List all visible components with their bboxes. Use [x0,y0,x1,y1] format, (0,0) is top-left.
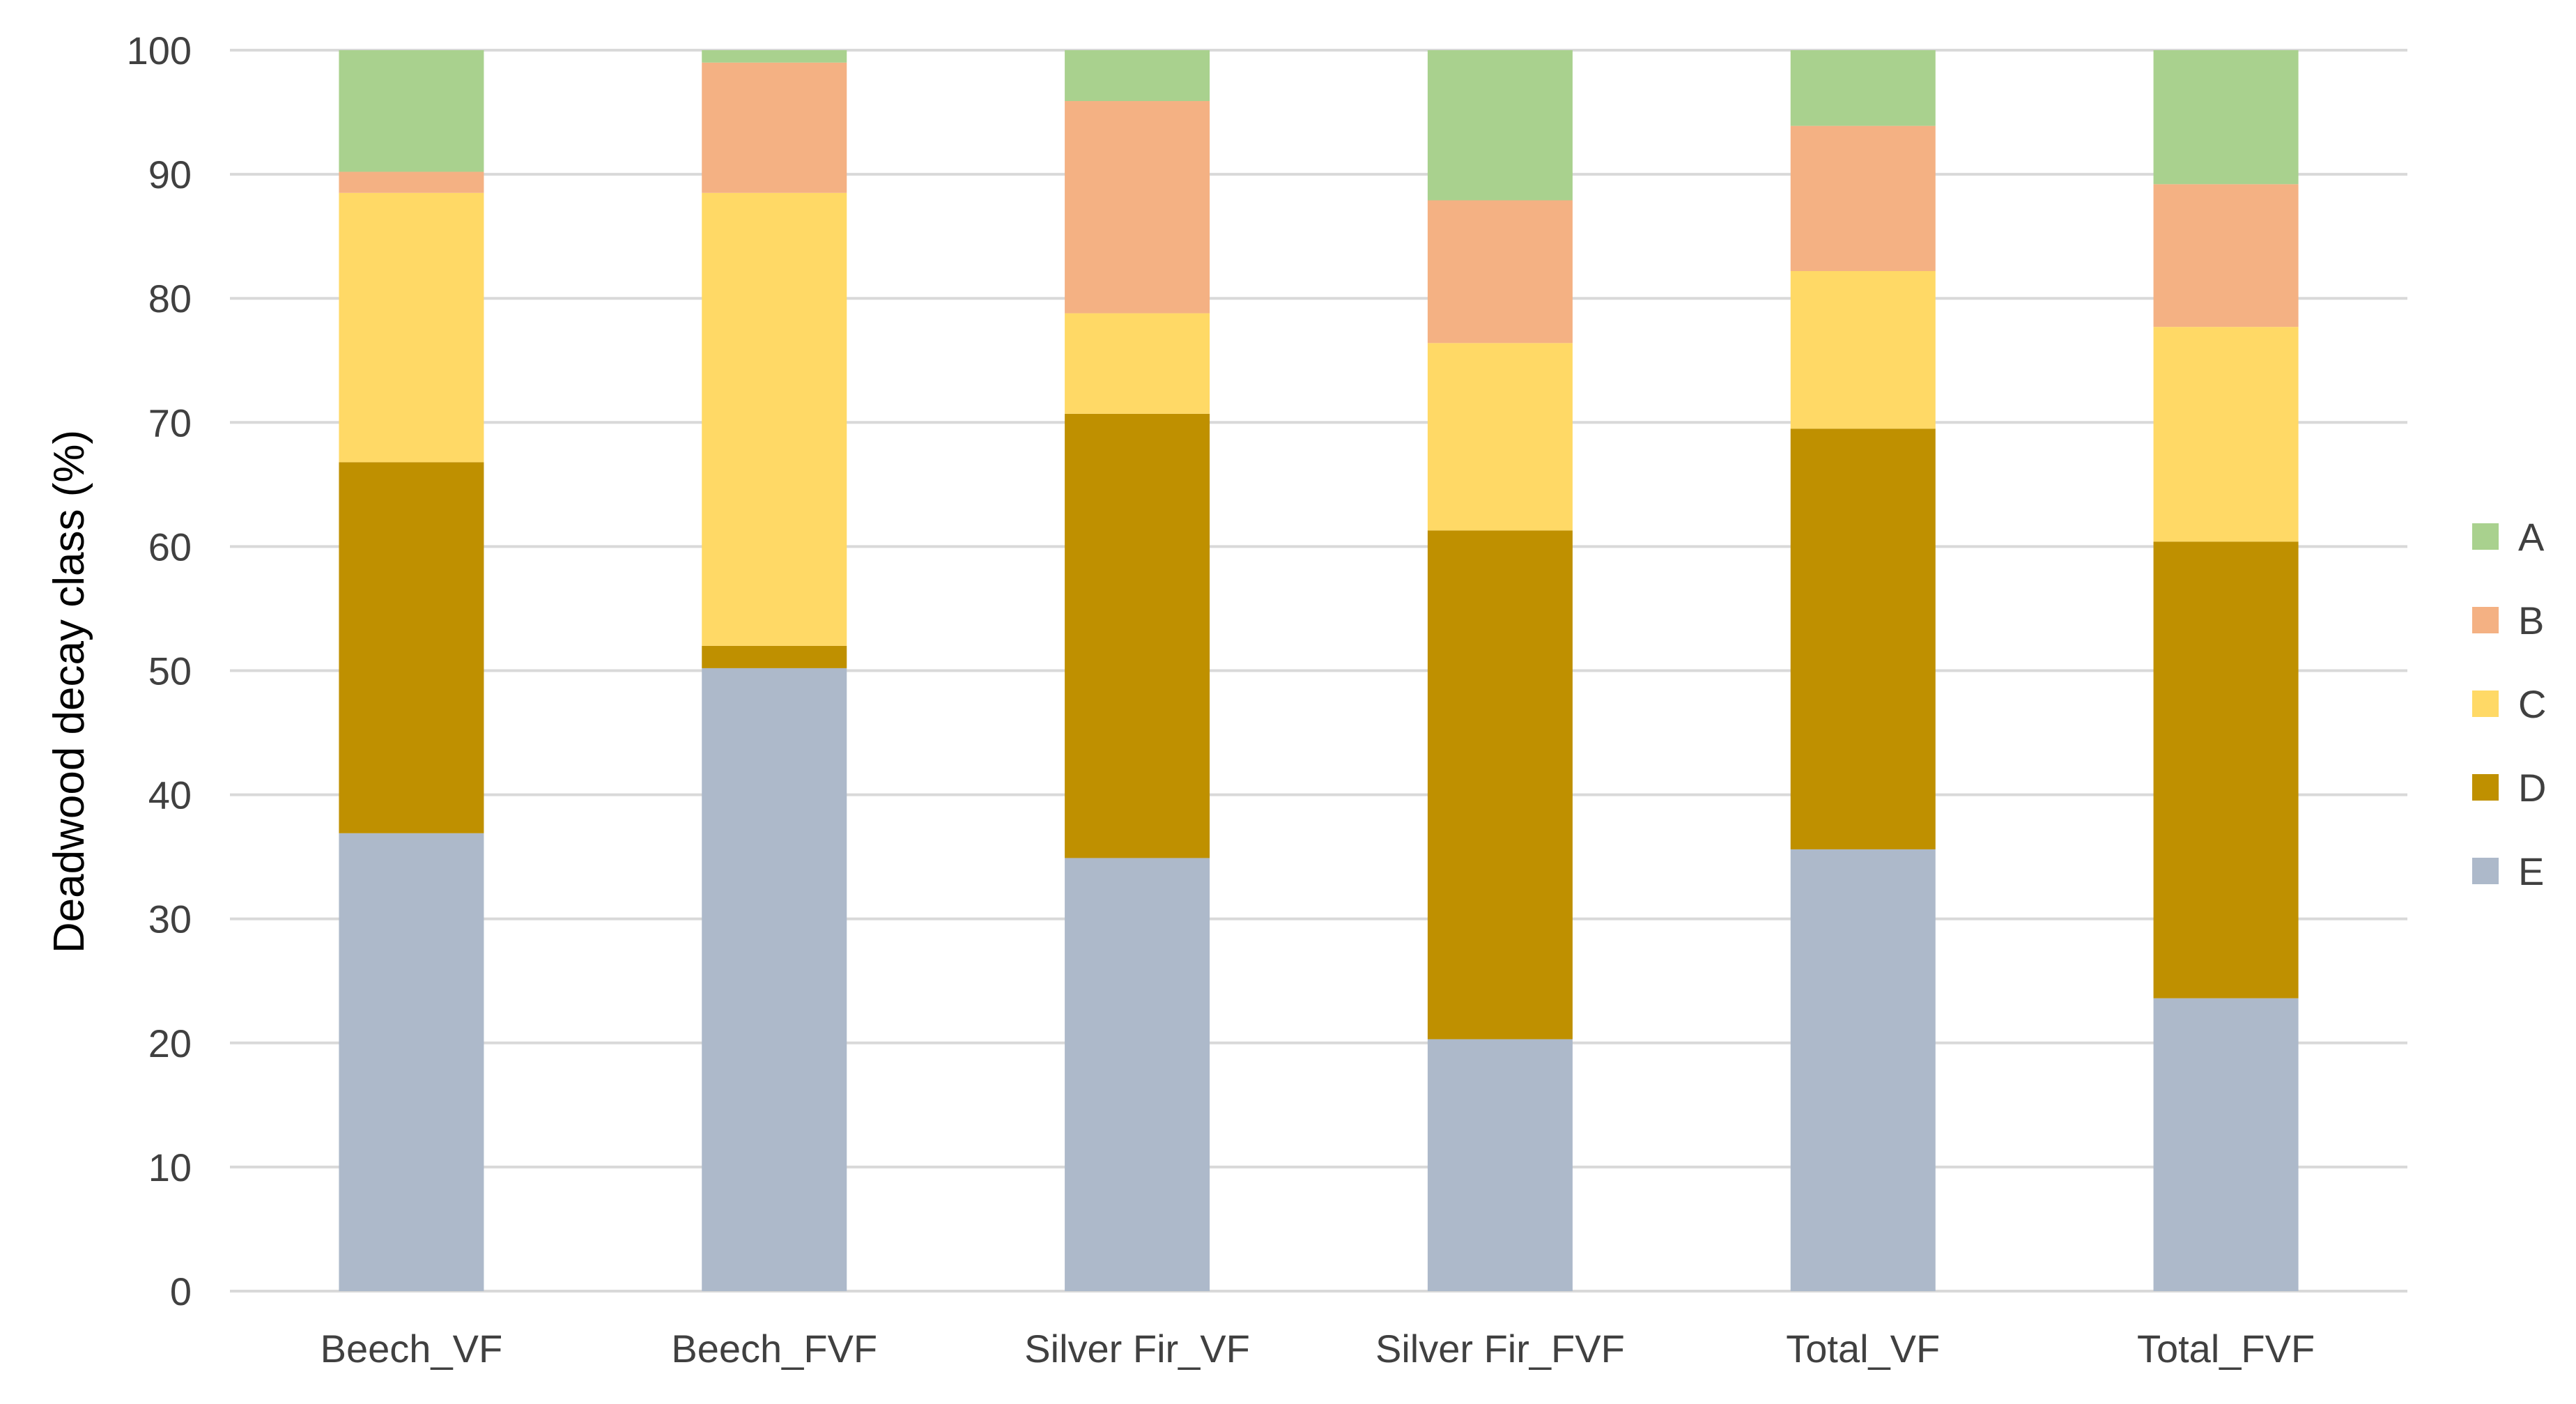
y-tick-label: 10 [148,1145,192,1189]
legend-swatch-e [2472,858,2499,884]
y-tick-label: 70 [148,401,192,445]
bar-beech-fvf-a [702,50,847,63]
bar-silver-fir-vf-b [1065,101,1210,314]
y-tick-label: 30 [148,897,192,941]
legend-label-d: D [2518,766,2546,810]
bar-beech-fvf-b [702,62,847,193]
x-tick-label: Silver Fir_VF [1024,1327,1250,1371]
bars [339,50,2299,1291]
bar-silver-fir-fvf-c [1427,343,1573,531]
bar-total-fvf-a [2153,50,2299,185]
bar-silver-fir-vf-d [1065,413,1210,858]
bar-beech-fvf-e [702,668,847,1291]
bar-total-vf-e [1790,849,1936,1291]
legend-label-e: E [2518,849,2544,893]
legend-swatch-d [2472,774,2499,801]
bar-total-fvf-d [2153,541,2299,998]
x-tick-label: Total_FVF [2137,1327,2315,1371]
y-tick-label: 60 [148,525,192,569]
bar-beech-vf-d [339,462,484,833]
bar-total-vf-a [1790,50,1936,126]
bar-beech-vf-e [339,833,484,1291]
bar-silver-fir-vf-a [1065,50,1210,102]
bar-silver-fir-vf-c [1065,313,1210,414]
y-axis-title: Deadwood decay class (%) [45,430,93,953]
legend-swatch-c [2472,691,2499,717]
bar-beech-fvf-c [702,192,847,646]
bar-silver-fir-fvf-a [1427,50,1573,201]
y-axis-tick-labels: 0 10 20 30 40 50 60 70 80 90 100 [127,29,192,1313]
bar-silver-fir-vf-e [1065,858,1210,1291]
y-tick-label: 40 [148,773,192,817]
legend-label-b: B [2518,599,2544,642]
bar-total-fvf-c [2153,327,2299,542]
bar-total-vf-c [1790,271,1936,429]
bar-beech-vf-a [339,50,484,172]
legend-swatch-b [2472,607,2499,633]
y-tick-label: 100 [127,29,192,72]
y-tick-label: 0 [170,1270,192,1313]
bar-total-fvf-e [2153,998,2299,1291]
gridlines [230,49,2407,1293]
bar-silver-fir-fvf-d [1427,530,1573,1040]
bar-silver-fir-fvf-e [1427,1039,1573,1291]
bar-silver-fir-fvf-b [1427,200,1573,344]
y-tick-label: 50 [148,649,192,693]
bar-beech-fvf-d [702,645,847,668]
y-tick-label: 20 [148,1021,192,1065]
x-tick-label: Total_VF [1786,1327,1940,1371]
x-tick-label: Silver Fir_FVF [1375,1327,1625,1371]
x-tick-label: Beech_VF [321,1327,503,1371]
x-tick-label: Beech_FVF [671,1327,877,1371]
y-tick-label: 80 [148,277,192,321]
bar-beech-vf-c [339,192,484,463]
y-tick-label: 90 [148,153,192,196]
bar-beech-vf-b [339,171,484,193]
legend-label-c: C [2518,682,2546,726]
legend-label-a: A [2518,515,2545,559]
bar-total-vf-b [1790,125,1936,272]
bar-total-fvf-b [2153,184,2299,327]
bar-total-vf-d [1790,429,1936,849]
x-axis-tick-labels: Beech_VF Beech_FVF Silver Fir_VF Silver Fir… [321,1327,2315,1371]
legend-swatch-a [2472,523,2499,550]
